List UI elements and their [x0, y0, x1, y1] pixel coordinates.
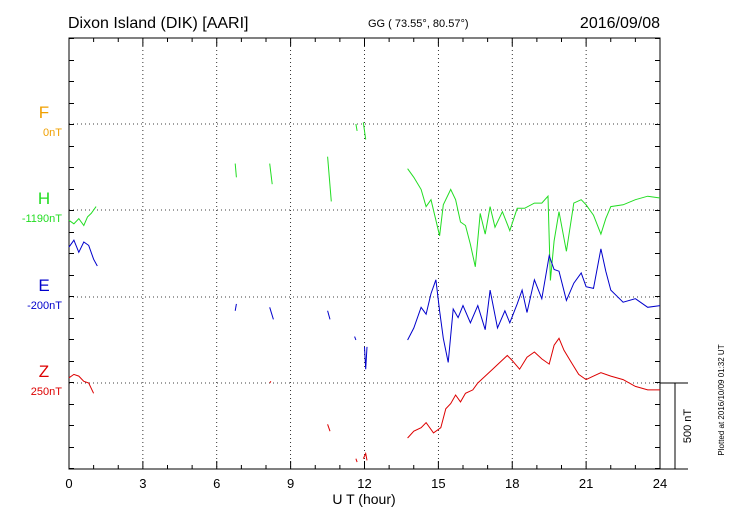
tick-layer: 0 3 6 9 12 15 18 21 24 — [65, 38, 667, 491]
x-tick-label-21: 21 — [579, 476, 593, 491]
x-axis-label: U T (hour) — [332, 491, 395, 507]
plotted-at-note: Plotted at 2016/10/09 01:32 UT — [717, 344, 726, 455]
series-offset-E: -200nT — [27, 300, 62, 312]
x-tick-label-24: 24 — [653, 476, 667, 491]
series-Z-segment-5 — [407, 337, 660, 439]
x-tick-label-0: 0 — [65, 476, 72, 491]
series-E-segment-2 — [269, 307, 274, 320]
series-label-H: H — [38, 189, 50, 208]
series-E-segment-5 — [364, 346, 368, 370]
series-H-segment-3 — [327, 156, 332, 202]
series-H-segment-5 — [362, 122, 367, 140]
grid-layer — [69, 38, 660, 469]
series-offset-H: -1190nT — [22, 213, 62, 225]
series-Z-segment-1 — [269, 381, 272, 384]
x-tick-label-3: 3 — [139, 476, 146, 491]
series-H-segment-1 — [234, 163, 237, 178]
x-tick-label-9: 9 — [287, 476, 294, 491]
series-Z-segment-4 — [362, 451, 368, 461]
series-Z-segment-3 — [355, 458, 358, 463]
x-tick-label-6: 6 — [213, 476, 220, 491]
series-H-segment-0 — [68, 206, 97, 227]
series-E-segment-0 — [68, 239, 98, 267]
station-title: Dixon Island (DIK) [AARI] — [68, 15, 249, 32]
x-tick-label-15: 15 — [431, 476, 445, 491]
series-Z-segment-0 — [68, 373, 95, 394]
series-layer — [68, 122, 661, 463]
series-H-segment-6 — [407, 168, 661, 281]
series-E-segment-6 — [407, 248, 661, 363]
series-E-segment-3 — [327, 310, 331, 320]
series-label-Z: Z — [39, 362, 49, 381]
series-E-segment-1 — [234, 303, 237, 311]
geographic-coords: GG ( 73.55°, 80.57°) — [368, 18, 469, 30]
series-label-layer: F 0nT H -1190nT E -200nT Z 250nT — [22, 103, 62, 398]
x-tick-label-12: 12 — [357, 476, 371, 491]
series-H-segment-2 — [269, 163, 273, 185]
x-tick-label-18: 18 — [505, 476, 519, 491]
scale-bar-label: 500 nT — [682, 409, 694, 444]
series-offset-F: 0nT — [43, 127, 62, 139]
series-Z-segment-2 — [327, 424, 331, 432]
series-offset-Z: 250nT — [31, 386, 62, 398]
series-H-segment-4 — [355, 123, 358, 131]
plot-date: 2016/09/08 — [580, 15, 660, 32]
scale-bar: 500 nT — [660, 382, 694, 470]
series-E-segment-4 — [354, 336, 357, 341]
series-label-E: E — [38, 276, 49, 295]
series-label-F: F — [39, 103, 49, 122]
